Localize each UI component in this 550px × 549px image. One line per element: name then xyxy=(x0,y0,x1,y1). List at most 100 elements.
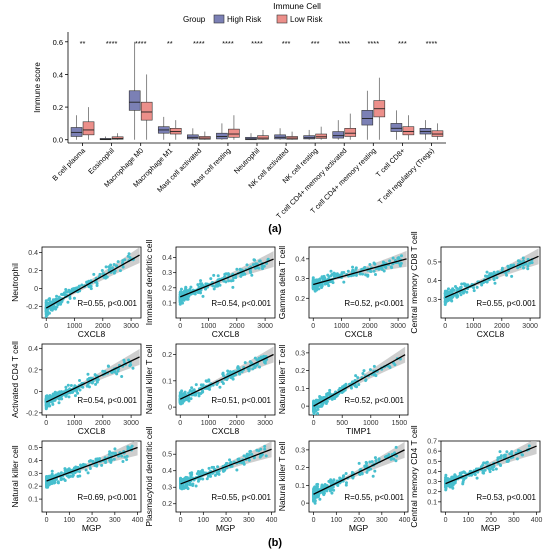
scatter-point xyxy=(389,457,393,461)
scatter-point xyxy=(178,400,182,404)
scatter-point xyxy=(53,398,57,402)
scatter-point xyxy=(313,289,317,293)
significance-label: **** xyxy=(222,39,234,48)
scatter-point xyxy=(208,387,212,391)
scatter-point xyxy=(444,488,448,492)
scatter-point xyxy=(127,252,131,256)
x-tick-label: 0 xyxy=(443,323,447,330)
scatter-point xyxy=(106,364,110,368)
correlation-annotation: R=0.69, p<0.001 xyxy=(77,493,137,502)
scatter-plot: 0 100 200 300 400 0.1 0.2 0.3 0.4 0.5 0.6 0.7 MGP Cen… xyxy=(409,425,543,533)
scatter-point xyxy=(358,473,362,477)
scatter-point xyxy=(109,263,113,267)
scatter-point xyxy=(444,473,448,477)
scatter-point xyxy=(232,370,236,374)
y-tick-label: 0.2 xyxy=(295,465,305,472)
scatter-point xyxy=(254,266,258,270)
scatter-point xyxy=(87,385,91,389)
scatter-point xyxy=(51,402,55,406)
y-tick-label: 0.1 xyxy=(295,386,305,393)
x-tick-label: 1000 xyxy=(363,420,379,427)
y-tick-label: 0.5 xyxy=(427,459,437,466)
scatter-point xyxy=(344,481,348,485)
scatter-point xyxy=(316,407,320,411)
y-axis-label: Natural killer T cell xyxy=(277,345,287,415)
scatter-point xyxy=(78,388,82,392)
y-tick-label: 0 xyxy=(301,501,305,508)
y-tick-label: 0.4 xyxy=(28,346,38,353)
scatter-point xyxy=(98,272,102,276)
y-tick-label: 0.2 xyxy=(295,368,305,375)
plot-area xyxy=(444,441,537,492)
scatter-point xyxy=(512,263,516,267)
scatter-point xyxy=(371,474,375,478)
y-tick-label: 0 xyxy=(34,286,38,293)
legend-swatch-high-risk xyxy=(213,14,225,24)
y-tick-label: 0.1 xyxy=(162,378,172,385)
scatter-point xyxy=(518,260,522,264)
scatter-point xyxy=(66,474,70,478)
scatter-point xyxy=(128,446,132,450)
y-axis-label: Natural killer T cell xyxy=(144,345,154,415)
scatter-point xyxy=(469,469,473,473)
plot-area xyxy=(178,251,274,306)
scatter-point xyxy=(392,457,396,461)
scatter-point xyxy=(112,457,116,461)
significance-label: *** xyxy=(282,39,291,48)
box xyxy=(82,121,95,136)
scatter-point xyxy=(333,397,337,401)
scatter-point xyxy=(480,281,484,285)
scatter-point xyxy=(494,467,498,471)
scatter-point xyxy=(252,456,256,460)
scatter-point xyxy=(187,391,191,395)
y-tick-label: 0.2 xyxy=(427,489,437,496)
scatter-point xyxy=(184,398,188,402)
scatter-point xyxy=(335,394,339,398)
scatter-point xyxy=(195,472,199,476)
scatter-point xyxy=(190,386,194,390)
scatter-point xyxy=(183,485,187,489)
x-tick-label: Eosinophil xyxy=(86,146,116,176)
scatter-point xyxy=(68,296,72,300)
scatter-point xyxy=(258,259,262,263)
scatter-point xyxy=(56,303,60,307)
scatter-point xyxy=(354,374,358,378)
plot-frame xyxy=(41,440,142,513)
scatter-point xyxy=(521,256,525,260)
scatter-point xyxy=(62,477,66,481)
y-tick-label: 0.2 xyxy=(162,501,172,508)
x-tick-label: 300 xyxy=(508,517,520,524)
scatter-point xyxy=(374,374,378,378)
scatter-point xyxy=(323,277,327,281)
y-axis-label: Natural killer T cell xyxy=(277,442,287,512)
x-tick-label: 2000 xyxy=(95,420,111,427)
scatter-point xyxy=(114,264,118,268)
scatter-point xyxy=(515,457,519,461)
scatter-grid: 0 1000 2000 3000-0.200.20.4CXCL8NeutrophilR… xyxy=(10,231,543,533)
scatter-point xyxy=(258,365,262,369)
significance-label: **** xyxy=(426,39,438,48)
x-axis-label: MGP xyxy=(349,523,369,533)
scatter-point xyxy=(387,453,391,457)
scatter-point xyxy=(108,450,112,454)
scatter-point xyxy=(453,284,457,288)
scatter-point xyxy=(189,476,193,480)
regression-line xyxy=(180,448,272,485)
scatter-point xyxy=(317,287,321,291)
scatter-point xyxy=(183,296,187,300)
scatter-point xyxy=(198,477,202,481)
y-tick-label: 0.3 xyxy=(295,276,305,283)
scatter-point xyxy=(319,397,323,401)
scatter-point xyxy=(115,372,119,376)
scatter-point xyxy=(476,470,480,474)
box xyxy=(361,110,374,126)
scatter-point xyxy=(211,284,215,288)
scatter-point xyxy=(521,453,525,457)
scatter-point xyxy=(194,383,198,387)
scatter-point xyxy=(121,265,125,269)
scatter-point xyxy=(118,269,122,273)
scatter-point xyxy=(259,454,263,458)
scatter-point xyxy=(394,459,398,463)
y-tick-label: 0.3 xyxy=(427,297,437,304)
